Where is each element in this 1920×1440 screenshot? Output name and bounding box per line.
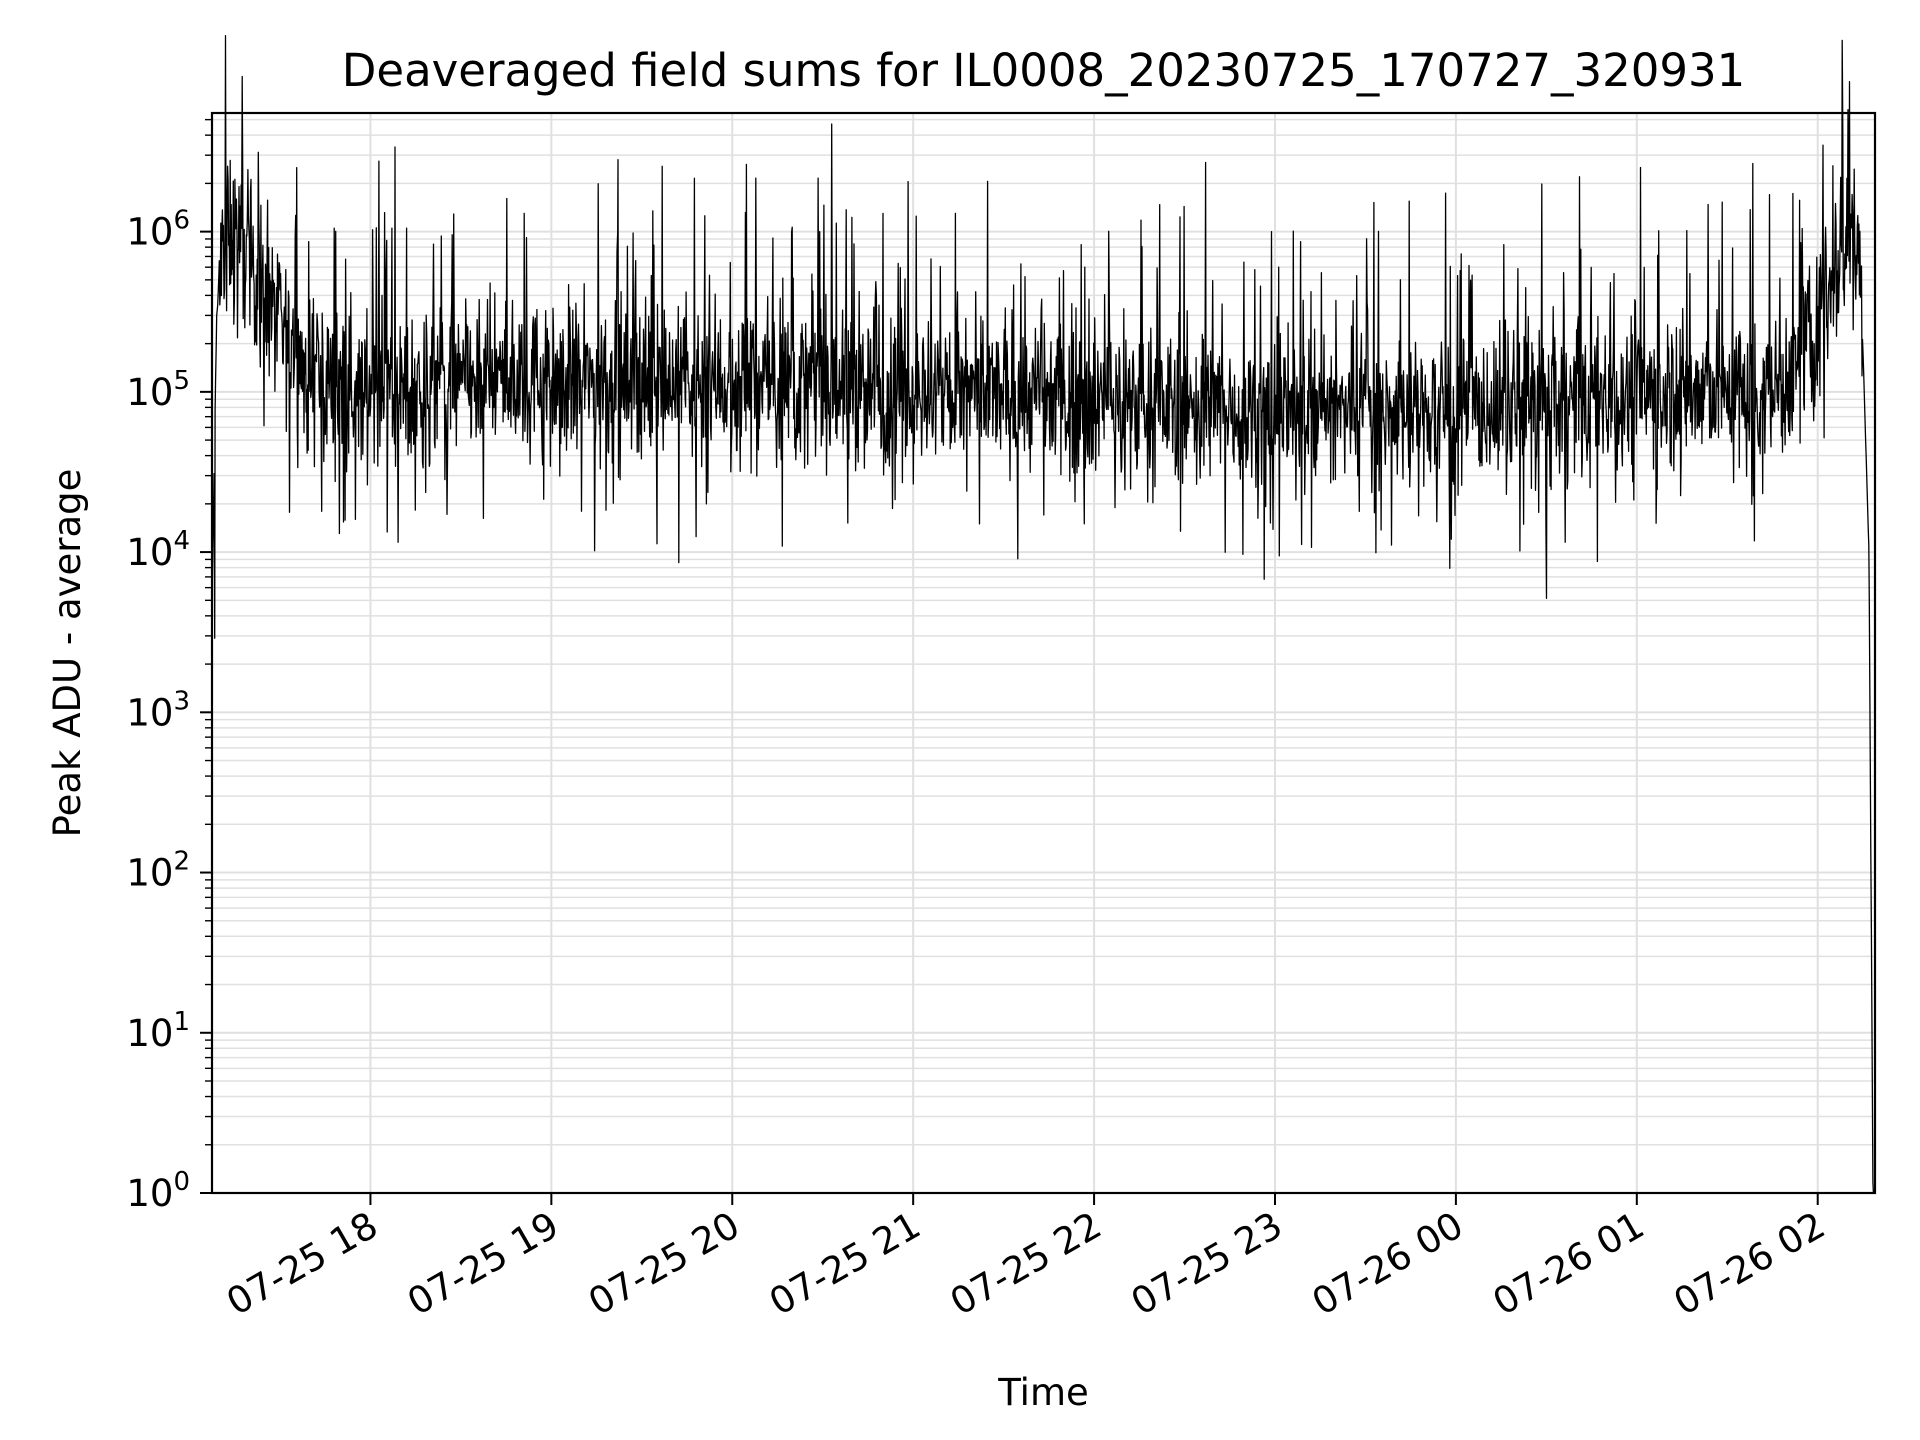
y-tick-label: 102 (126, 847, 190, 895)
data-series (211, 35, 1876, 1194)
y-tick-label: 104 (126, 526, 190, 574)
y-tick-label: 105 (126, 366, 190, 414)
plot-frame (210, 111, 1877, 1195)
chart-title: Deaveraged field sums for IL0008_2023072… (342, 44, 1746, 97)
series-line (211, 35, 1876, 1194)
x-axis-label: Time (997, 1371, 1089, 1414)
y-axis-label: Peak ADU - average (46, 469, 89, 838)
y-axis: 100 101 102 103 104 105 106 (126, 118, 212, 1215)
y-tick-label: 101 (126, 1007, 190, 1055)
y-tick-label: 103 (126, 686, 190, 734)
y-tick-label: 100 (126, 1167, 190, 1215)
y-tick-label: 106 (126, 206, 190, 254)
